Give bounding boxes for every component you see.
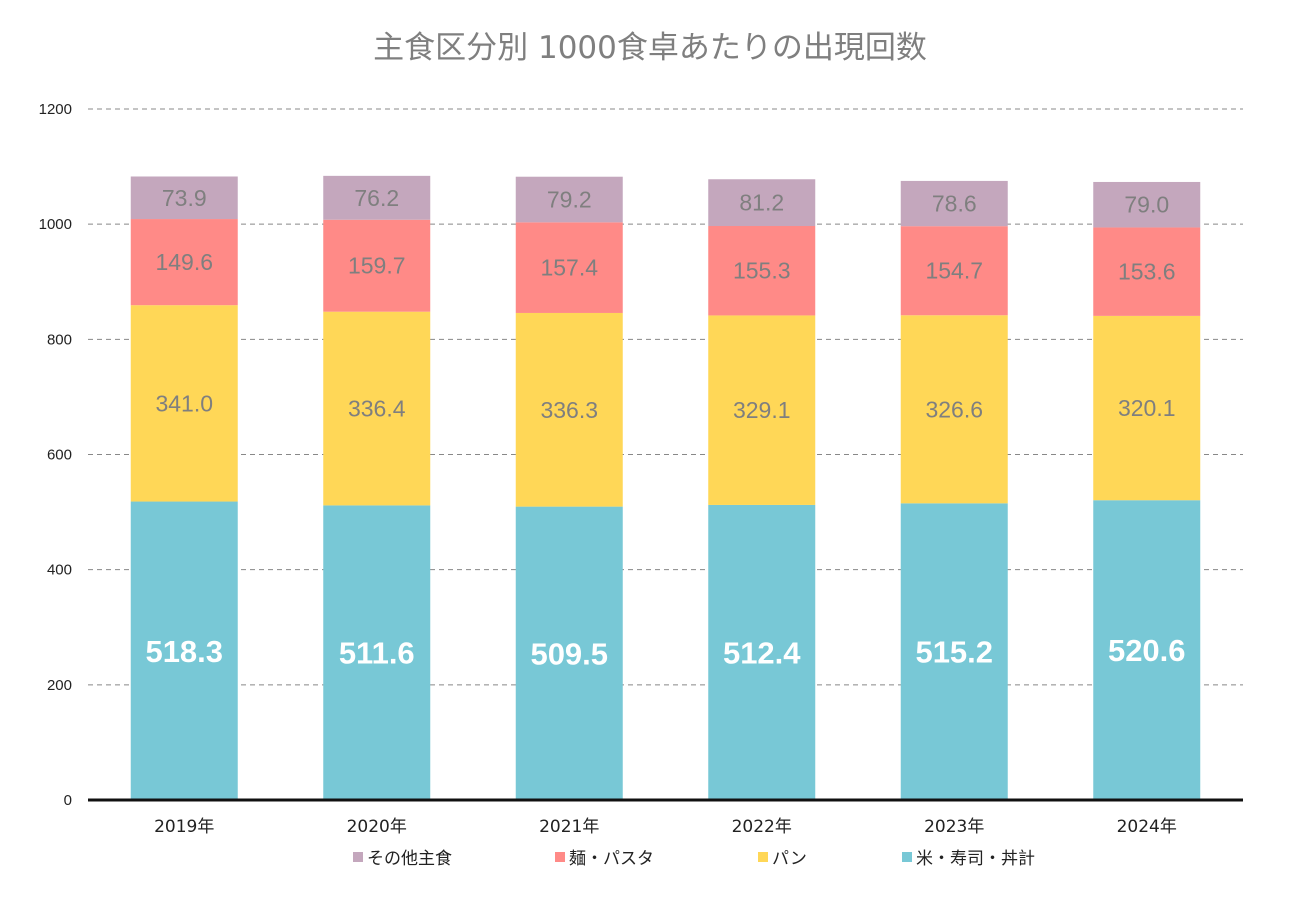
y-tick-label: 600 [47, 447, 72, 464]
data-label: 155.3 [733, 258, 791, 284]
legend-label: その他主食 [367, 849, 452, 869]
y-tick-label: 400 [47, 562, 72, 579]
y-tick-label: 200 [47, 677, 72, 694]
x-tick-label: 2019年 [154, 817, 214, 837]
gridlines [88, 108, 1243, 686]
data-label: 509.5 [530, 636, 608, 671]
data-label: 157.4 [540, 255, 598, 281]
bar-segment [900, 315, 1008, 504]
y-tick-label: 800 [47, 331, 72, 348]
x-tick-label: 2021年 [539, 817, 599, 837]
bar-segment [708, 504, 816, 800]
data-label: 329.1 [733, 397, 791, 423]
bars [130, 175, 1201, 800]
legend-label: 麺・パスタ [569, 849, 654, 869]
legend-swatch [902, 851, 912, 862]
data-label: 79.0 [1124, 192, 1169, 218]
bar-segment [130, 501, 238, 800]
data-label: 512.4 [723, 635, 801, 670]
bar-segment [515, 176, 623, 223]
data-label: 76.2 [354, 185, 399, 211]
bar-segment [515, 312, 623, 507]
x-tick-label: 2020年 [347, 817, 407, 837]
data-label: 81.2 [739, 190, 784, 216]
legend-item: 米・寿司・丼計 [902, 844, 1035, 869]
bar-segment [323, 311, 431, 506]
data-label: 326.6 [925, 396, 983, 422]
legend: その他主食 麺・パスタ パン 米・寿司・丼計 [0, 844, 1300, 869]
chart-title: 主食区分別 1000食卓あたりの出現回数 [373, 30, 927, 66]
legend-swatch [555, 851, 565, 862]
y-tick-label: 0 [64, 792, 72, 809]
data-label: 149.6 [155, 249, 213, 275]
bar-segment [708, 315, 816, 505]
data-label: 336.3 [540, 397, 598, 423]
data-label: 73.9 [162, 185, 207, 211]
data-label: 159.7 [348, 253, 406, 279]
data-label: 78.6 [932, 191, 977, 217]
data-label: 518.3 [145, 634, 223, 669]
data-label: 79.2 [547, 187, 592, 213]
x-tick-label: 2022年 [732, 817, 792, 837]
bar-segment [1093, 315, 1201, 501]
bar-segment [900, 503, 1008, 800]
data-labels: 518.3 341.0 149.6 73.9 511.6 336.4 159.7 76.2 50… [145, 185, 1185, 672]
data-label: 511.6 [339, 636, 415, 671]
data-label: 320.1 [1118, 395, 1176, 421]
legend-swatch [353, 851, 363, 862]
x-tick-label: 2023年 [924, 817, 984, 837]
data-label: 341.0 [155, 390, 213, 416]
x-axis-ticks: 2019年 2020年 2021年 2022年 2023年 2024年 [154, 817, 1177, 837]
bar-segment [323, 219, 431, 312]
y-tick-label: 1000 [39, 216, 72, 233]
bar-segment [130, 305, 238, 502]
bar-segment [708, 179, 816, 227]
data-label: 515.2 [915, 635, 993, 670]
legend-label: 米・寿司・丼計 [916, 849, 1035, 869]
bar-segment [323, 175, 431, 220]
bar-segment [1093, 181, 1201, 228]
data-label: 520.6 [1108, 633, 1186, 668]
y-axis-ticks: 0 200 400 600 800 1000 1200 [39, 101, 72, 809]
bar-segment [515, 506, 623, 800]
legend-item: その他主食 [353, 844, 452, 869]
bar-segment [515, 222, 623, 313]
y-tick-label: 1200 [39, 101, 72, 118]
legend-item: パン [758, 844, 807, 869]
legend-swatch [758, 851, 768, 862]
bar-segment [1093, 227, 1201, 316]
data-label: 154.7 [925, 258, 983, 284]
bar-segment [900, 180, 1008, 227]
legend-label: パン [772, 849, 807, 869]
data-label: 336.4 [348, 396, 406, 422]
bar-segment [130, 176, 238, 220]
bar-segment [130, 219, 238, 306]
bar-segment [900, 226, 1008, 316]
x-tick-label: 2024年 [1117, 817, 1177, 837]
data-label: 153.6 [1118, 259, 1176, 285]
bar-segment [323, 505, 431, 800]
bar-segment [1093, 500, 1201, 800]
bar-segment [708, 226, 816, 316]
legend-item: 麺・パスタ [555, 844, 654, 869]
